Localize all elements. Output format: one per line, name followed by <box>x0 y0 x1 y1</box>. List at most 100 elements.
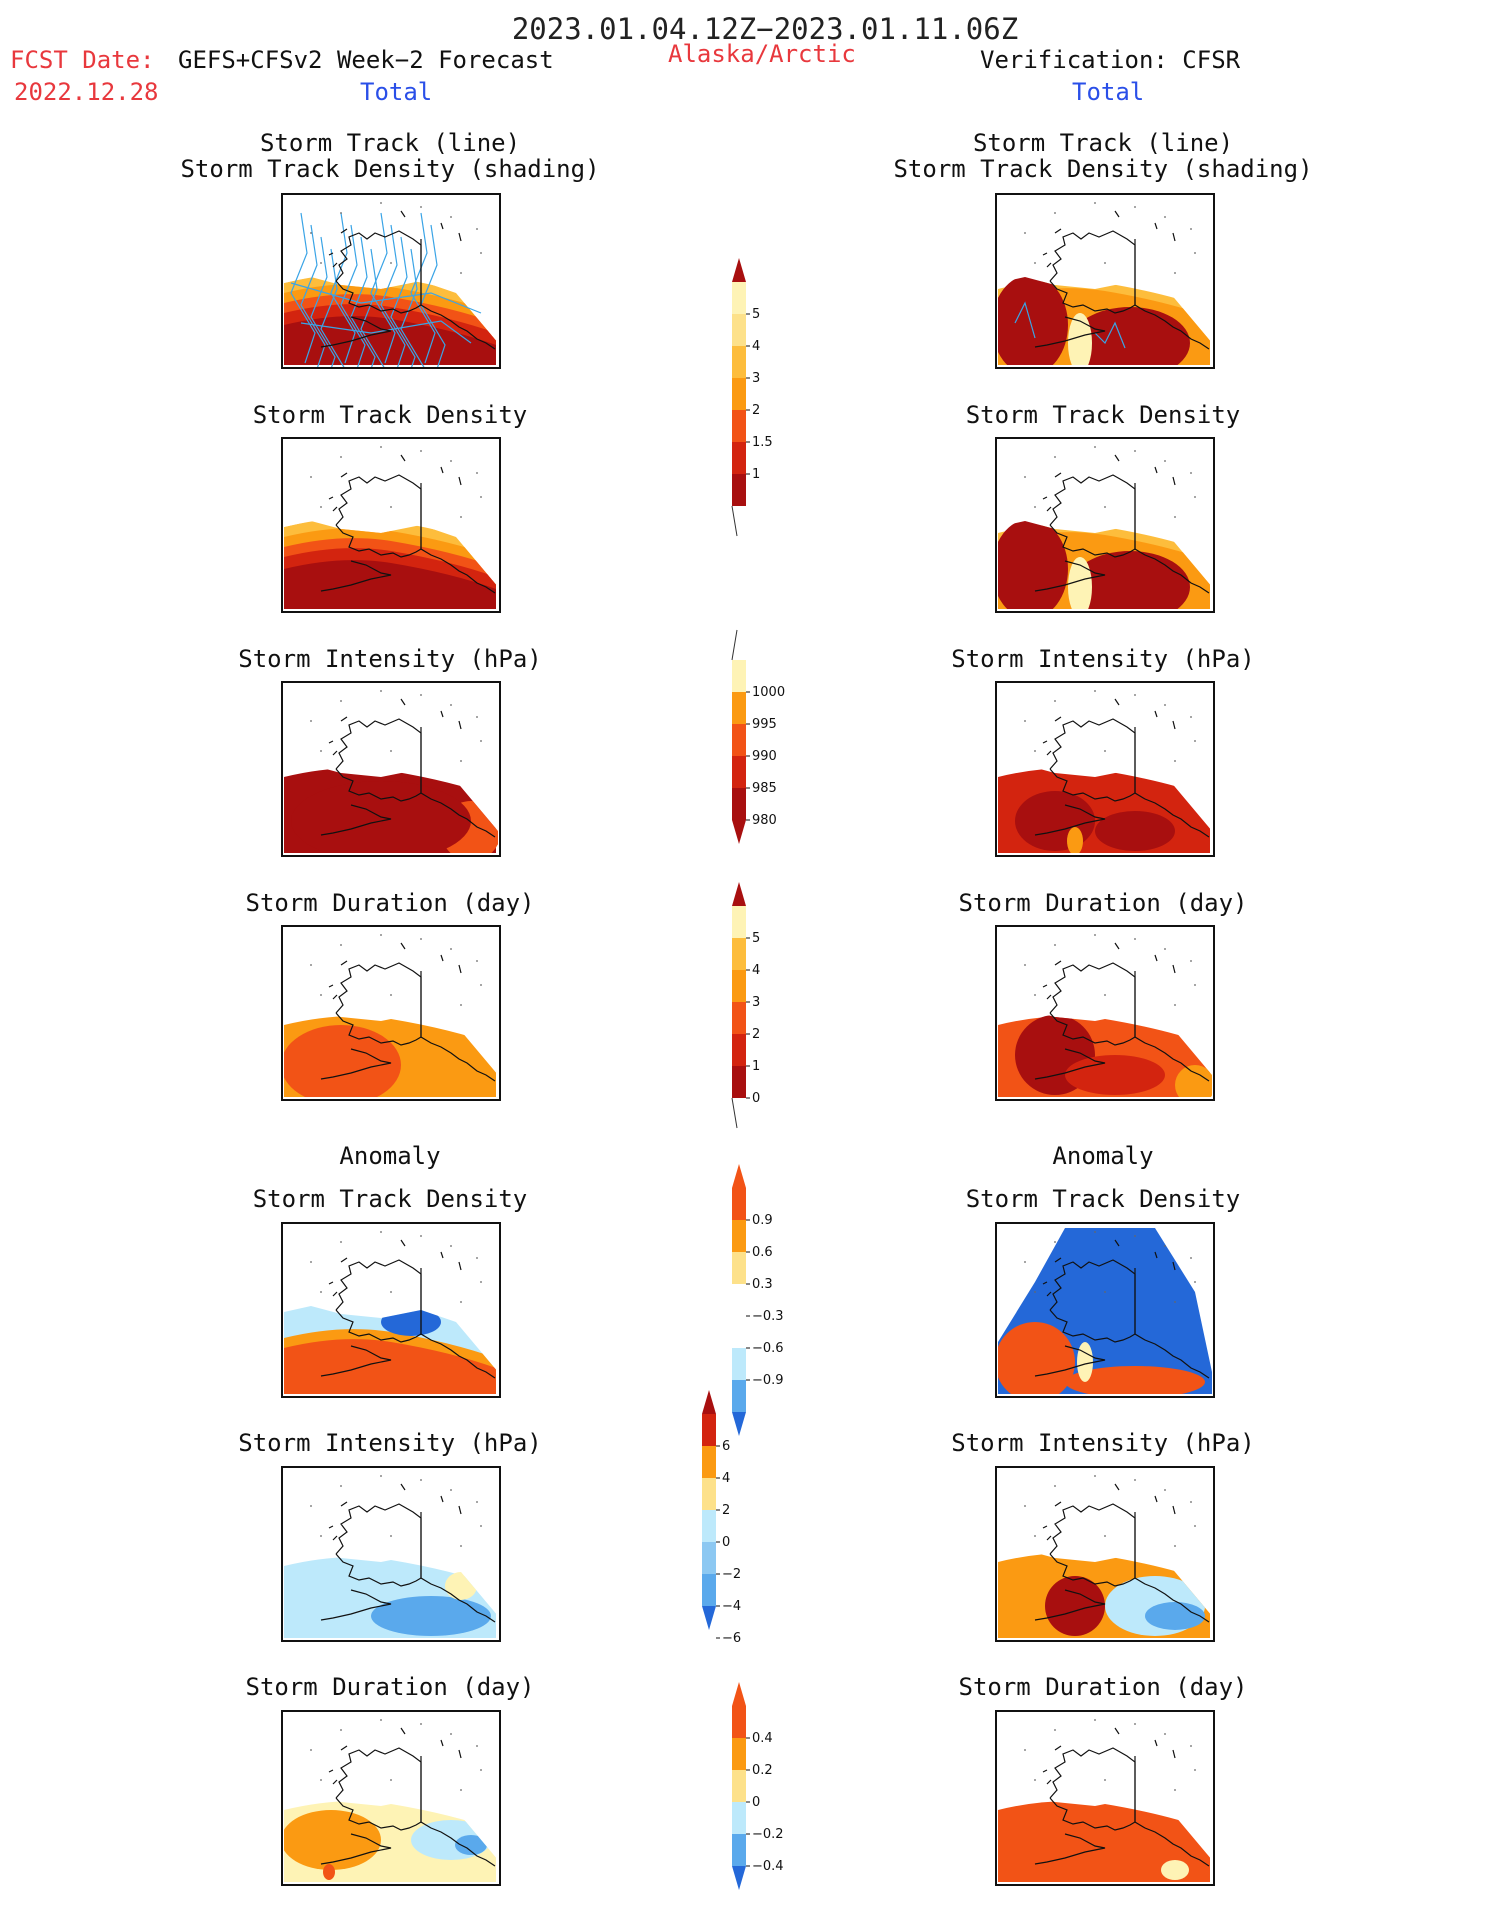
colorbar-density-anom: 0.9 0.6 0.3 −0.3 −0.6 −0.9 <box>732 1164 784 1436</box>
colorbar-bottom-arrow <box>732 1412 746 1436</box>
density-band-5 <box>284 560 496 609</box>
left-intensity-title: Storm Intensity (hPa) <box>238 645 542 673</box>
anom-pos-west <box>998 1322 1075 1394</box>
anom-int-pos <box>445 1572 477 1600</box>
map-frame <box>995 437 1215 613</box>
map-right-intensity <box>995 681 1215 857</box>
colorbar-swatch <box>732 1380 746 1412</box>
colorbar-swatch <box>732 1834 746 1866</box>
colorbar-label: −0.9 <box>752 1373 784 1388</box>
colorbar-top-arrow <box>732 258 746 282</box>
map-left-track <box>281 193 501 369</box>
map-frame <box>281 437 501 613</box>
map-frame <box>281 1710 501 1886</box>
anom-dur-west <box>284 1810 381 1870</box>
graticule <box>310 1475 482 1547</box>
colorbar-swatch <box>732 1316 746 1348</box>
coastline <box>1034 210 1210 350</box>
right-anom-duration-title: Storm Duration (day) <box>958 1673 1248 1701</box>
graticule <box>1024 1719 1196 1791</box>
colorbar-swatch <box>732 970 746 1002</box>
density-core-west <box>998 277 1068 365</box>
left-track-shading-title: Storm Track Density (shading) <box>180 155 600 183</box>
map-left-anom-duration <box>281 1710 501 1886</box>
colorbar-swatch <box>732 1066 746 1098</box>
map-frame <box>281 681 501 857</box>
left-duration-title: Storm Duration (day) <box>245 889 535 917</box>
map-right-density <box>995 437 1215 613</box>
colorbar-swatch <box>732 314 746 346</box>
colorbar-label: 5 <box>752 931 760 946</box>
anom-int-core <box>1045 1576 1105 1636</box>
colorbar-top-arrow <box>732 1164 746 1188</box>
colorbar-swatch <box>702 1510 716 1542</box>
map-right-anom-density <box>995 1222 1215 1398</box>
colorbar-duration-anom: 0.4 0.2 0 −0.2 −0.4 <box>732 1682 784 1890</box>
left-anom-duration-title: Storm Duration (day) <box>245 1673 535 1701</box>
coastline <box>1034 1727 1210 1867</box>
graticule <box>1024 934 1196 1006</box>
colorbar-label: 4 <box>752 963 760 978</box>
map-left-duration <box>281 925 501 1101</box>
colorbar-label: −4 <box>722 1599 741 1614</box>
coastline <box>320 698 496 838</box>
colorbar-swatch <box>732 1802 746 1834</box>
colorbar-duration-total: 5 4 3 2 1 0 <box>731 882 760 1129</box>
map-left-density <box>281 437 501 613</box>
colorbar-label: 1 <box>752 1059 760 1074</box>
intensity-spot <box>1067 827 1083 853</box>
map-frame <box>995 1466 1215 1642</box>
map-frame <box>995 1710 1215 1886</box>
graticule <box>310 934 482 1006</box>
right-intensity-title: Storm Intensity (hPa) <box>951 645 1255 673</box>
right-anom-intensity-title: Storm Intensity (hPa) <box>951 1429 1255 1457</box>
intensity-core-east <box>1095 811 1175 851</box>
colorbar-swatch <box>732 1284 746 1316</box>
colorbar-label: −0.6 <box>752 1341 784 1356</box>
colorbar-swatch <box>702 1478 716 1510</box>
density-gap <box>1068 557 1092 609</box>
map-left-anom-density <box>281 1222 501 1398</box>
anom-dur-spot <box>1161 1860 1189 1880</box>
colorbar-label: 0 <box>722 1535 730 1550</box>
right-anomaly-heading: Anomaly <box>1052 1142 1154 1170</box>
colorbar-swatch <box>732 1348 746 1380</box>
colorbar-swatch <box>702 1446 716 1478</box>
density-core-west <box>998 521 1068 609</box>
anom-int-neg <box>371 1596 491 1636</box>
map-frame <box>995 925 1215 1101</box>
graticule <box>310 202 482 274</box>
density-gap <box>1068 313 1092 365</box>
graticule <box>1024 202 1196 274</box>
map-right-track <box>995 193 1215 369</box>
colorbar-intensity-anom: 6 4 2 0 −2 −4 −6 <box>702 1390 741 1646</box>
colorbar-swatch <box>732 442 746 474</box>
colorbar-label: −6 <box>722 1631 741 1646</box>
fcst-date-label: FCST Date: <box>10 46 155 74</box>
right-track-line-title: Storm Track (line) <box>972 129 1234 157</box>
colorbar-label: 3 <box>752 371 760 386</box>
period-title: 2023.01.04.12Z−2023.01.11.06Z <box>511 12 1019 46</box>
colorbar-label: 0 <box>752 1091 760 1106</box>
anom-north <box>383 1232 419 1252</box>
colorbar-label: 3 <box>752 995 760 1010</box>
coastline <box>320 942 496 1082</box>
colorbar-label: 5 <box>752 307 760 322</box>
map-left-intensity <box>281 681 501 857</box>
right-total-heading: Total <box>1072 78 1145 106</box>
colorbar-bottom-line <box>731 505 738 537</box>
colorbar-swatch <box>732 1220 746 1252</box>
density-core-east <box>1070 307 1190 365</box>
colorbar-bottom-arrow <box>732 820 746 844</box>
map-frame <box>995 681 1215 857</box>
colorbar-swatch <box>732 1738 746 1770</box>
map-frame <box>281 193 501 369</box>
coastline <box>1034 454 1210 594</box>
colorbar-swatch <box>732 378 746 410</box>
coastline <box>1034 942 1210 1082</box>
anom-band-3 <box>284 1339 496 1394</box>
left-track-line-title: Storm Track (line) <box>259 129 521 157</box>
map-frame <box>995 193 1215 369</box>
coastline <box>320 1483 496 1623</box>
colorbar-label: −0.3 <box>752 1309 784 1324</box>
